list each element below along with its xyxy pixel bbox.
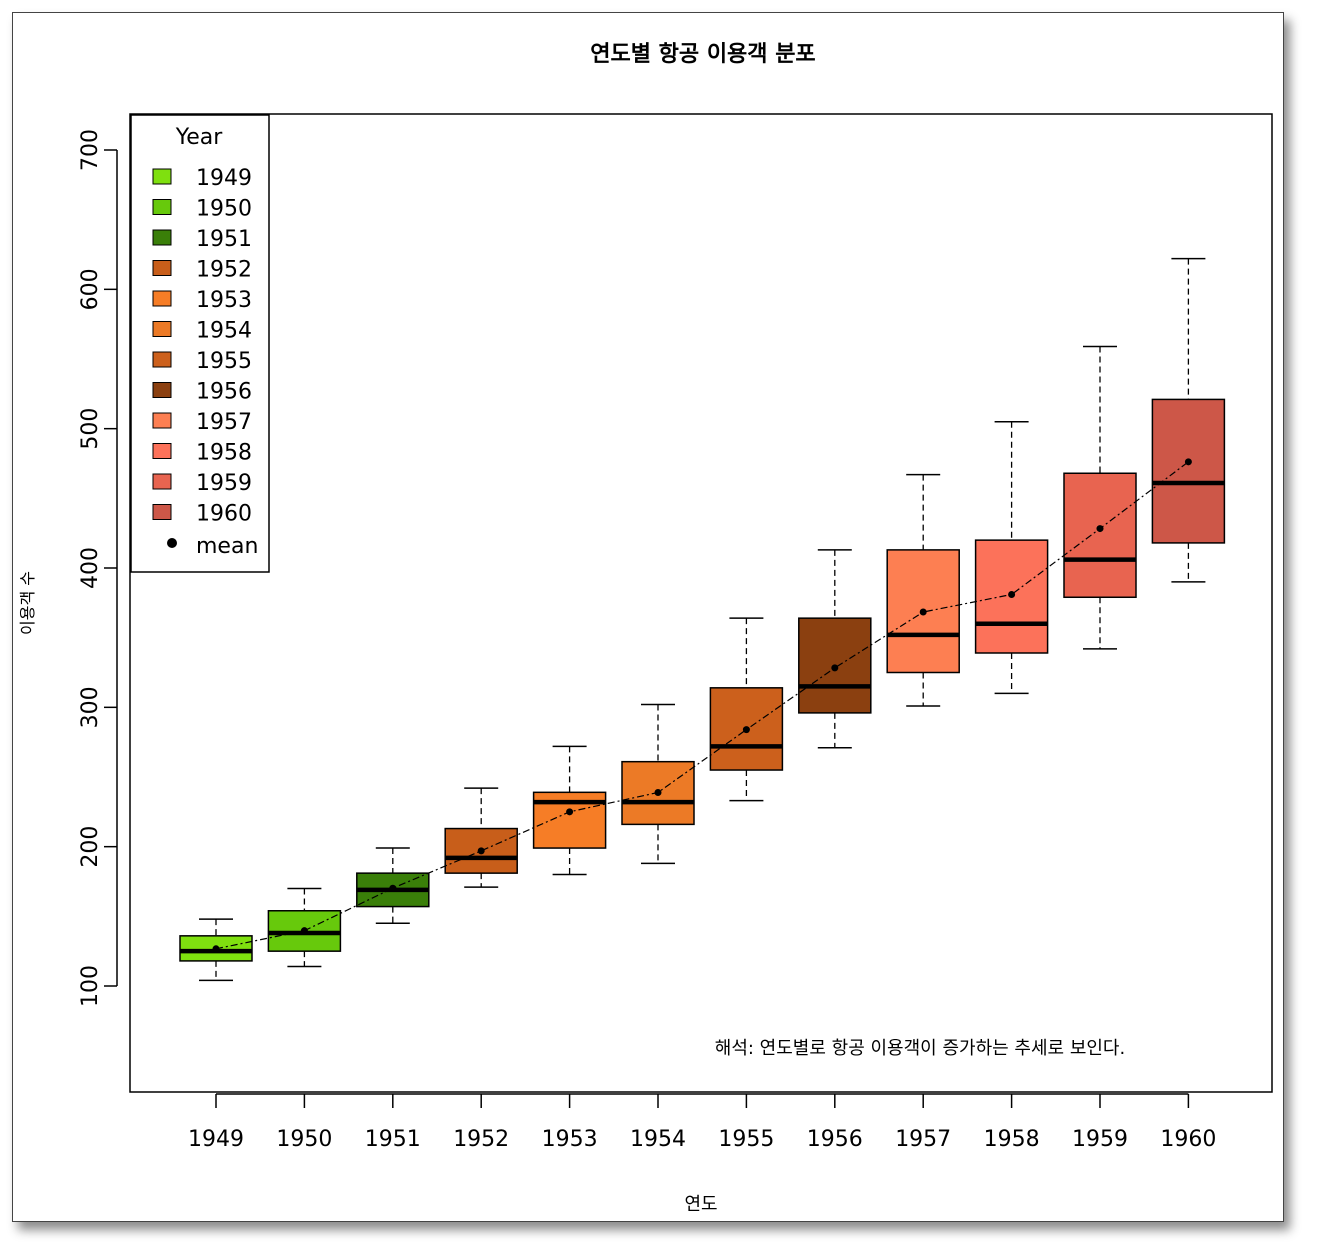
legend-swatch <box>152 199 172 215</box>
legend-label: 1957 <box>196 410 252 435</box>
y-tick-label: 600 <box>78 268 103 310</box>
legend-swatch <box>152 412 172 429</box>
box-1956 <box>798 549 872 749</box>
mean-point <box>566 808 574 816</box>
box-1958 <box>974 420 1049 695</box>
x-tick-label: 1954 <box>630 1127 686 1152</box>
y-tick-label: 100 <box>78 965 103 1007</box>
mean-point <box>1008 590 1016 598</box>
annotation-text: 해석: 연도별로 항공 이용객이 증가하는 추세로 보인다. <box>715 1038 1125 1059</box>
mean-trend-line <box>215 461 1189 950</box>
mean-point <box>1096 525 1104 533</box>
x-axis: 1949 1950 1951 1952 1953 1954 1955 1956 1957 1958… <box>188 1093 1216 1152</box>
legend-label: 1955 <box>196 349 252 374</box>
chart-title: 연도별 항공 이용객 분포 <box>590 42 815 67</box>
legend-label: 1954 <box>196 319 252 344</box>
mean-point <box>831 664 839 672</box>
legend-swatch <box>152 473 172 490</box>
mean-point <box>1184 458 1192 466</box>
box-1954 <box>621 703 695 865</box>
legend-label: 1951 <box>196 227 252 252</box>
y-tick-label: 300 <box>78 686 103 728</box>
y-tick-label: 700 <box>78 129 103 171</box>
legend-mean-marker <box>167 538 177 548</box>
legend-box <box>130 114 270 573</box>
y-tick-label: 200 <box>78 826 103 868</box>
legend-swatch <box>152 168 172 185</box>
x-tick-label: 1955 <box>718 1127 774 1152</box>
mean-point <box>477 847 485 855</box>
legend-label: 1950 <box>196 197 252 222</box>
mean-series <box>212 458 1192 953</box>
mean-point <box>212 945 220 953</box>
x-tick-label: 1952 <box>453 1127 509 1152</box>
x-tick-label: 1950 <box>276 1127 332 1152</box>
legend: Year 1949 1950 1951 1952 1953 1954 1955 1956 195… <box>130 114 270 573</box>
legend-swatch <box>152 229 172 246</box>
mean-point <box>389 884 397 892</box>
mean-point <box>919 608 927 616</box>
legend-label: 1958 <box>196 441 252 466</box>
y-axis-label: 이용객 수 <box>18 571 37 635</box>
legend-label: 1953 <box>196 288 252 313</box>
legend-swatch <box>152 290 172 307</box>
box-series <box>179 257 1226 982</box>
legend-label: 1956 <box>196 380 252 405</box>
x-tick-label: 1960 <box>1160 1127 1216 1152</box>
mean-point <box>742 726 750 734</box>
x-tick-label: 1949 <box>188 1127 244 1152</box>
box-iqr <box>1063 472 1137 599</box>
x-tick-label: 1959 <box>1072 1127 1128 1152</box>
legend-mean-label: mean <box>196 534 258 559</box>
box-1952 <box>444 787 518 888</box>
plot-area-border <box>129 113 1273 1093</box>
legend-swatch <box>152 504 172 520</box>
x-tick-label: 1958 <box>984 1127 1040 1152</box>
x-tick-label: 1953 <box>542 1127 598 1152</box>
legend-label: 1960 <box>196 502 252 527</box>
mean-point <box>654 788 662 796</box>
legend-label: 1952 <box>196 258 252 283</box>
y-tick-label: 500 <box>78 408 103 450</box>
box-1955 <box>709 617 784 802</box>
legend-swatch <box>152 351 172 368</box>
box-1953 <box>532 745 607 876</box>
box-1959 <box>1063 345 1137 650</box>
legend-label: 1949 <box>196 166 252 191</box>
x-tick-label: 1956 <box>807 1127 863 1152</box>
x-tick-label: 1957 <box>895 1127 951 1152</box>
x-tick-label: 1951 <box>365 1127 421 1152</box>
box-iqr <box>1151 398 1226 544</box>
y-tick-label: 400 <box>78 547 103 589</box>
x-axis-label: 연도 <box>684 1194 717 1215</box>
mean-point <box>300 927 308 935</box>
box-1957 <box>886 473 960 707</box>
box-1960 <box>1151 257 1226 583</box>
legend-swatch <box>152 260 172 276</box>
legend-title: Year <box>175 125 224 150</box>
legend-swatch <box>152 382 172 398</box>
legend-swatch <box>152 321 172 337</box>
legend-label: 1959 <box>196 471 252 496</box>
legend-swatch <box>152 443 172 459</box>
y-axis: 100 200 300 400 500 600 700 <box>78 129 118 1007</box>
